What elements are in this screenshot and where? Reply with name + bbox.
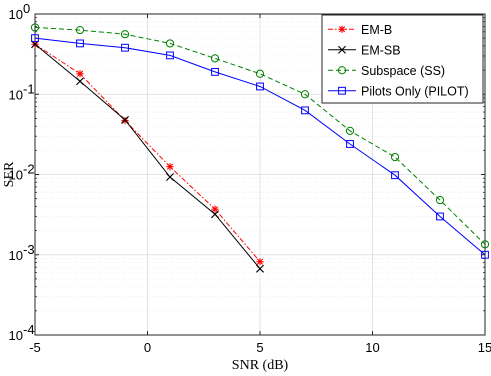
data-point <box>391 171 399 180</box>
legend-item: Subspace (SS) <box>328 64 445 78</box>
y-tick-label: 10 <box>9 248 23 263</box>
series-line <box>34 43 261 262</box>
series-line <box>34 37 486 256</box>
legend-marker <box>338 86 346 95</box>
data-point <box>346 140 354 148</box>
y-tick-label-exponent: -3 <box>23 242 35 257</box>
series-layer <box>30 23 490 273</box>
series-4 <box>31 34 489 259</box>
legend-item: Pilots Only (PILOT) <box>328 84 469 98</box>
data-point <box>435 195 445 205</box>
data-point <box>345 126 355 135</box>
legend-marker <box>338 45 346 54</box>
data-point <box>121 115 129 124</box>
x-tick-labels: -5 0 5 10 15 <box>29 340 491 355</box>
legend-label: Pilots Only (PILOT) <box>361 84 469 98</box>
data-point <box>76 70 84 78</box>
data-point <box>481 250 489 259</box>
data-point <box>256 264 264 273</box>
legend-marker <box>337 66 347 75</box>
y-tick-label: 10 <box>9 168 23 183</box>
legend-label: Subspace (SS) <box>361 64 445 78</box>
data-point <box>75 26 85 35</box>
x-axis-label: SNR (dB) <box>232 358 289 373</box>
data-point <box>211 210 219 219</box>
data-point <box>30 23 40 32</box>
y-tick-label: 10 <box>9 87 23 102</box>
data-point <box>390 152 400 162</box>
series-3 <box>30 23 490 249</box>
data-point <box>256 258 264 266</box>
x-tick-label: -5 <box>29 340 41 355</box>
data-point <box>210 54 220 63</box>
data-point <box>165 39 175 48</box>
y-axis-label: SER <box>2 161 17 187</box>
legend-box <box>321 14 484 104</box>
data-point <box>121 43 129 52</box>
data-point <box>120 30 130 39</box>
data-point <box>300 90 310 99</box>
data-point <box>76 39 84 48</box>
legend-item: EM-B <box>328 23 392 37</box>
legend-label: EM-SB <box>361 43 401 57</box>
x-tick-label: 10 <box>365 340 379 355</box>
x-tick-label: 5 <box>256 340 263 355</box>
series-2 <box>31 40 264 273</box>
series-line <box>34 43 261 270</box>
legend-item: EM-SB <box>328 43 401 57</box>
data-point <box>166 173 174 182</box>
data-point <box>166 51 174 60</box>
legend-marker <box>338 25 346 33</box>
data-point <box>211 205 219 213</box>
data-point <box>31 34 39 43</box>
y-tick-label: 10 <box>9 7 23 22</box>
x-tick-label: 15 <box>478 340 491 355</box>
y-tick-label-exponent: -1 <box>23 81 35 96</box>
data-point <box>256 82 264 91</box>
y-tick-label-exponent: -4 <box>23 322 35 337</box>
y-tick-label-exponent: 0 <box>23 1 30 16</box>
series-line <box>34 26 486 245</box>
data-point <box>76 77 84 86</box>
legend-label: EM-B <box>361 23 392 37</box>
y-tick-label-exponent: -2 <box>23 162 35 177</box>
y-tick-label: 10 <box>9 328 23 343</box>
x-tick-label: 0 <box>144 340 151 355</box>
legend: EM-B EM-SB Subspace (SS) Pilots Only (PILOT… <box>321 14 484 104</box>
data-point <box>436 212 444 221</box>
data-point <box>480 240 490 249</box>
data-point <box>211 67 219 76</box>
data-point <box>166 163 174 171</box>
data-point <box>301 106 309 115</box>
data-point <box>255 69 265 78</box>
